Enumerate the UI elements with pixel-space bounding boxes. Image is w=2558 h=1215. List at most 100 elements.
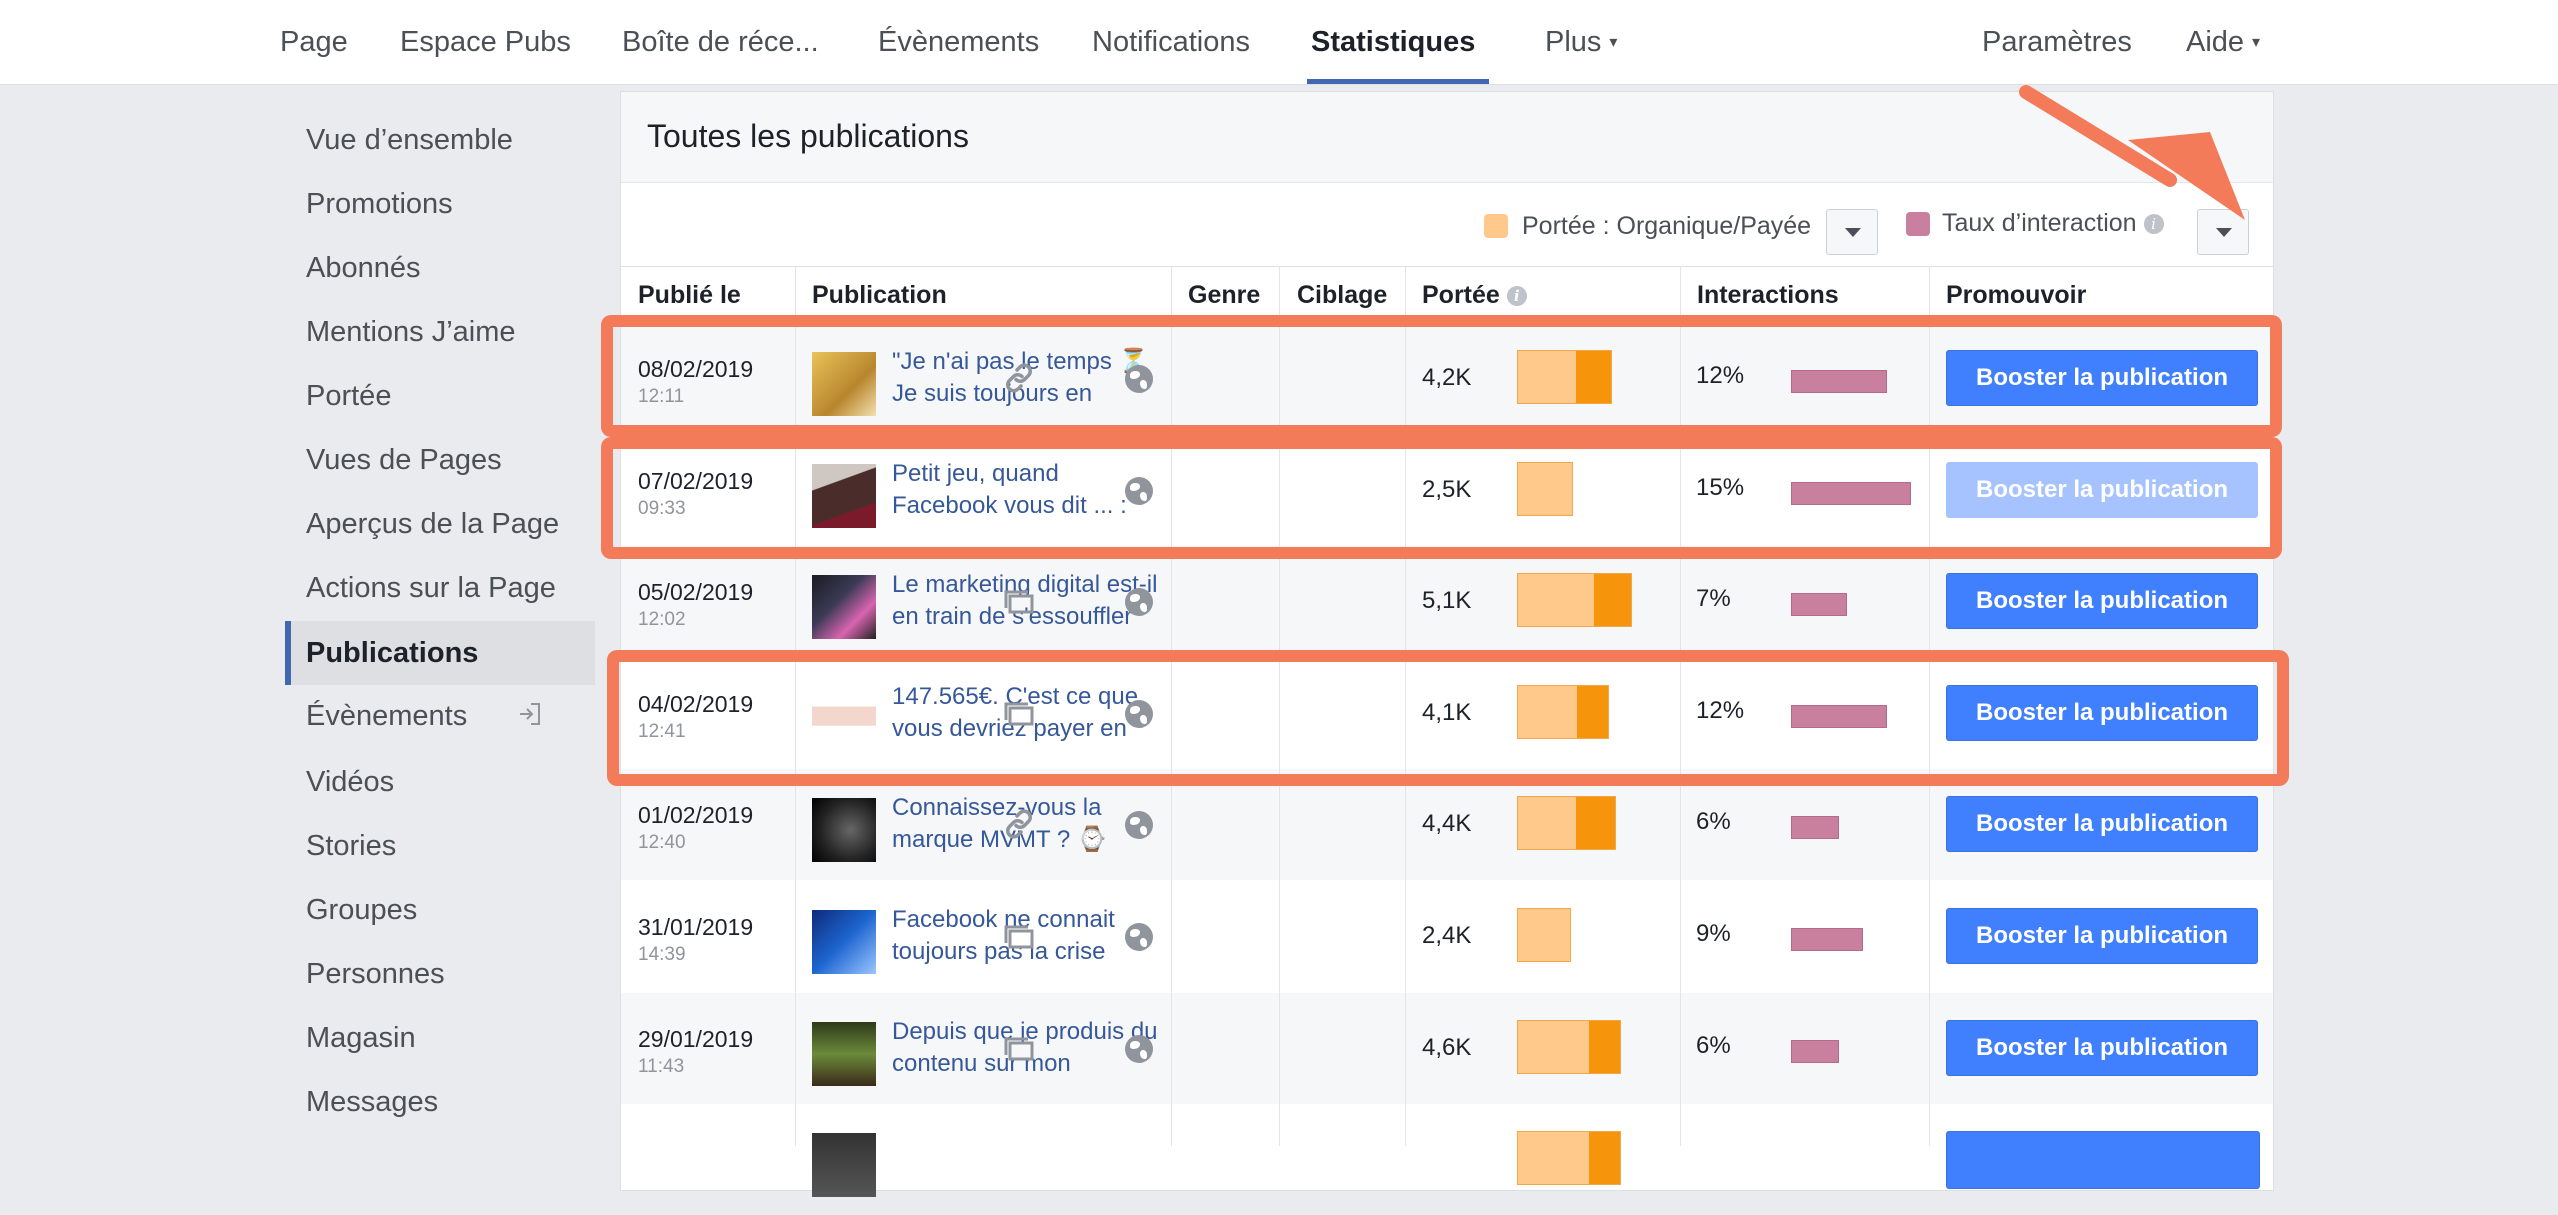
boost-post-button[interactable]: Booster la publication — [1946, 684, 2258, 741]
post-thumbnail[interactable] — [812, 1021, 876, 1086]
post-thumbnail[interactable] — [812, 910, 876, 974]
interaction-rate: 6% — [1696, 808, 1731, 836]
boost-post-button[interactable]: Booster la publication — [1946, 908, 2258, 964]
boost-post-button[interactable]: Booster la publication — [1946, 350, 2258, 406]
reach-bar — [1517, 684, 1609, 739]
post-text-link[interactable]: Facebook ne connait toujours pas la cris… — [892, 906, 1115, 965]
table-row — [621, 1104, 2273, 1215]
interaction-rate: 7% — [1696, 585, 1731, 613]
reach-bar-paid — [1576, 685, 1608, 738]
sidebar-item-followers[interactable]: Abonnés — [306, 252, 421, 284]
sidebar-item-messages[interactable]: Messages — [306, 1086, 439, 1118]
publish-time: 12:40 — [638, 832, 686, 854]
photo-album-icon — [1004, 590, 1034, 614]
post-text-link[interactable]: "Je n'ai pas le temps ⏳ Je suis toujours… — [892, 348, 1149, 407]
publish-date: 07/02/2019 — [638, 467, 754, 494]
post-thumbnail[interactable] — [812, 575, 876, 640]
reach-bar — [1517, 350, 1612, 404]
boost-post-button: Booster la publication — [1946, 461, 2258, 518]
sidebar-item-page-actions[interactable]: Actions sur la Page — [306, 572, 556, 604]
sidebar-item-overview[interactable]: Vue d’ensemble — [306, 124, 513, 156]
nav-tab-notifications[interactable]: Notifications — [1092, 26, 1250, 58]
globe-icon — [1125, 1034, 1153, 1063]
column-divider — [1279, 266, 1280, 1146]
reach-bar — [1517, 1019, 1621, 1074]
post-text-link[interactable]: Petit jeu, quand Facebook vous dit ... : — [892, 459, 1127, 519]
interaction-rate-bar — [1791, 928, 1863, 951]
annotation-arrow-icon — [2019, 85, 2245, 220]
reach-value: 4,2K — [1422, 364, 1472, 391]
sidebar-item-videos[interactable]: Vidéos — [306, 766, 395, 798]
reach-bar — [1517, 573, 1632, 628]
nav-settings[interactable]: Paramètres — [1982, 26, 2132, 58]
table-row: 04/02/2019 12:41 147.565€. C'est ce que vo… — [621, 658, 2273, 769]
publish-time: 12:02 — [638, 609, 686, 631]
interaction-rate-bar — [1791, 593, 1847, 617]
nav-tab-inbox[interactable]: Boîte de réce... — [622, 26, 819, 58]
column-header-date[interactable]: Publié le — [638, 281, 741, 309]
sidebar-item-publications[interactable]: Publications — [285, 621, 595, 685]
reach-value: 4,6K — [1422, 1033, 1472, 1061]
column-header-reach[interactable]: Portée i — [1422, 281, 1527, 313]
sidebar-item-page-previews[interactable]: Aperçus de la Page — [306, 508, 560, 540]
sidebar-item-events[interactable]: Évènements — [285, 687, 595, 745]
table-row: 01/02/2019 12:40 Connaissez-vous la marque… — [621, 769, 2273, 881]
photo-album-icon — [1004, 702, 1034, 726]
nav-tab-statistics[interactable]: Statistiques — [1306, 0, 1490, 84]
legend-reach-swatch — [1484, 214, 1508, 238]
column-header-genre[interactable]: Genre — [1188, 281, 1261, 309]
sidebar-item-page-views[interactable]: Vues de Pages — [306, 444, 502, 476]
column-divider — [1929, 266, 1930, 1146]
sidebar-item-promotions[interactable]: Promotions — [306, 188, 453, 220]
nav-tab-events[interactable]: Évènements — [878, 26, 1040, 58]
column-header-targeting[interactable]: Ciblage — [1297, 281, 1388, 309]
nav-help[interactable]: Aide ▾ — [2186, 0, 2260, 84]
reach-bar-paid — [1589, 1132, 1620, 1185]
chevron-down-icon: ▾ — [1609, 34, 1618, 52]
sidebar-item-groups[interactable]: Groupes — [306, 894, 418, 926]
globe-icon — [1125, 588, 1153, 617]
post-thumbnail[interactable] — [812, 352, 876, 416]
reach-metric-dropdown[interactable] — [1826, 209, 1878, 255]
boost-post-button[interactable]: Booster la publication — [1946, 573, 2258, 630]
sidebar-item-likes[interactable]: Mentions J’aime — [306, 316, 516, 348]
nav-tab-more[interactable]: Plus ▾ — [1545, 0, 1617, 84]
sidebar-item-people[interactable]: Personnes — [306, 958, 445, 990]
publish-date: 31/01/2019 — [638, 914, 754, 940]
publish-date: 29/01/2019 — [638, 1025, 754, 1052]
panel-title: Toutes les publications — [647, 118, 969, 154]
reach-value: 4,4K — [1422, 810, 1472, 838]
info-icon[interactable]: i — [2143, 214, 2164, 235]
globe-icon — [1125, 699, 1153, 728]
reach-bar — [1517, 1131, 1621, 1186]
publish-date: 04/02/2019 — [638, 690, 754, 717]
table-row: 29/01/2019 11:43 Depuis que je produis du … — [621, 992, 2273, 1104]
boost-post-button[interactable]: Booster la publication — [1946, 796, 2258, 853]
interaction-rate: 6% — [1696, 1031, 1731, 1059]
reach-bar — [1517, 796, 1616, 851]
sidebar-item-shop[interactable]: Magasin — [306, 1022, 416, 1054]
post-text-link[interactable]: Connaissez-vous la marque MVMT ? ⌚ — [892, 794, 1107, 854]
reach-value: 4,1K — [1422, 698, 1472, 726]
post-text-link[interactable]: Le marketing digital est-il en train de … — [892, 571, 1158, 631]
boost-post-button[interactable] — [1946, 1131, 2260, 1190]
column-header-interactions[interactable]: Interactions — [1697, 281, 1839, 309]
boost-post-button[interactable]: Booster la publication — [1946, 1019, 2258, 1076]
post-thumbnail[interactable] — [812, 798, 876, 863]
column-divider — [795, 266, 796, 1146]
info-icon[interactable]: i — [1506, 286, 1527, 307]
post-thumbnail[interactable] — [812, 463, 876, 528]
sidebar-item-stories[interactable]: Stories — [306, 830, 397, 862]
nav-tab-espace-pubs[interactable]: Espace Pubs — [400, 26, 571, 58]
globe-icon — [1125, 811, 1153, 840]
link-icon — [1006, 809, 1032, 839]
reach-bar-paid — [1575, 351, 1611, 403]
sidebar-item-reach[interactable]: Portée — [306, 380, 392, 412]
post-thumbnail[interactable] — [812, 1133, 876, 1198]
post-thumbnail[interactable] — [812, 686, 876, 751]
interaction-rate-bar — [1791, 370, 1887, 393]
column-header-publication[interactable]: Publication — [812, 281, 947, 309]
table-row: 08/02/2019 12:11 "Je n'ai pas le temps ⏳ J… — [621, 323, 2273, 434]
nav-tab-page[interactable]: Page — [280, 26, 348, 58]
legend-interaction-label: Taux d’interaction i — [1942, 209, 2164, 238]
